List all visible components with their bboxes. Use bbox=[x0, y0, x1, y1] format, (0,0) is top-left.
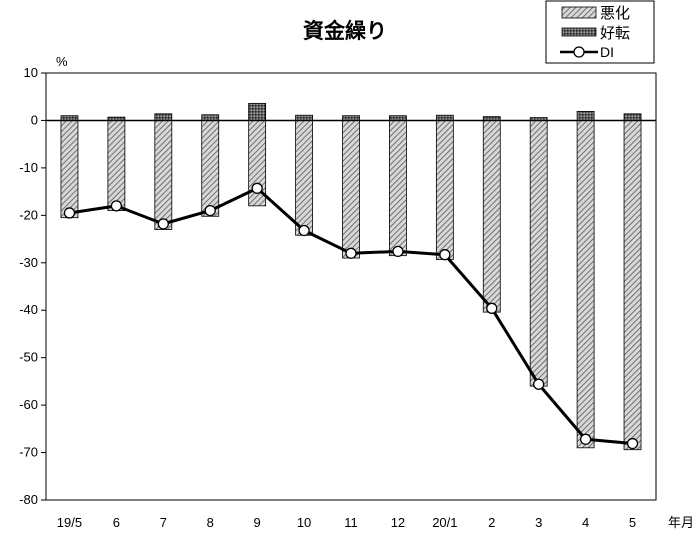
y-tick-label: -30 bbox=[19, 255, 38, 270]
di-point bbox=[298, 224, 310, 237]
chart-title: 資金繰り bbox=[303, 19, 387, 43]
di-point bbox=[204, 204, 216, 217]
bar-improve bbox=[248, 102, 267, 121]
y-tick-label: -10 bbox=[19, 160, 38, 175]
plot-area bbox=[45, 72, 657, 501]
y-tick-label: 0 bbox=[31, 112, 38, 127]
y-axis-unit: % bbox=[56, 54, 68, 69]
bar-improve bbox=[295, 114, 313, 121]
y-tick-label: 10 bbox=[24, 65, 38, 80]
di-point bbox=[63, 207, 76, 219]
x-tick-label: 20/1 bbox=[432, 515, 457, 530]
y-tick-label: -80 bbox=[19, 492, 38, 507]
bar-deteriorate bbox=[201, 120, 220, 217]
x-tick-label: 19/5 bbox=[57, 515, 82, 530]
x-tick-label: 6 bbox=[113, 515, 120, 530]
di-point bbox=[439, 249, 451, 261]
bar-deteriorate bbox=[154, 120, 173, 230]
x-axis-unit: 年月 bbox=[668, 515, 694, 530]
bar-deteriorate bbox=[623, 120, 642, 451]
bar-deteriorate bbox=[529, 120, 548, 387]
x-axis: 19/5 6 7 8 9 10 11 12 20/1 2 3 4 5 bbox=[57, 515, 636, 530]
x-tick-label: 2 bbox=[488, 515, 495, 530]
x-tick-label: 5 bbox=[629, 515, 636, 530]
bar-deteriorate bbox=[389, 120, 407, 257]
x-tick-label: 7 bbox=[160, 515, 167, 530]
y-tick-label: -60 bbox=[19, 397, 38, 412]
di-point bbox=[392, 245, 404, 258]
y-axis: 10 0 -10 -20 -30 -40 -50 -60 -70 -80 bbox=[19, 65, 46, 507]
x-tick-label: 10 bbox=[297, 515, 311, 530]
y-tick-label: -70 bbox=[19, 445, 38, 460]
y-tick-label: -20 bbox=[19, 207, 38, 222]
legend-swatch-hatch bbox=[561, 6, 597, 19]
x-tick-label: 8 bbox=[207, 515, 214, 530]
x-tick-label: 3 bbox=[535, 515, 542, 530]
legend-label-deteriorate: 悪化 bbox=[600, 5, 630, 22]
legend-label-improve: 好転 bbox=[600, 25, 630, 42]
x-tick-label: 12 bbox=[391, 515, 405, 530]
di-point bbox=[110, 200, 123, 212]
bar-deteriorate bbox=[435, 120, 454, 260]
legend: 悪化 好転 DI bbox=[545, 0, 655, 64]
x-tick-label: 9 bbox=[254, 515, 261, 530]
y-tick-label: -50 bbox=[19, 350, 38, 365]
x-tick-label: 11 bbox=[344, 515, 358, 530]
di-point bbox=[251, 182, 263, 194]
di-point bbox=[533, 378, 545, 390]
bar-improve bbox=[154, 113, 173, 121]
bar-deteriorate bbox=[576, 120, 595, 449]
bar-improve bbox=[623, 113, 642, 121]
bar-improve bbox=[201, 114, 220, 121]
legend-swatch-dense bbox=[561, 27, 597, 37]
plot-frame bbox=[45, 72, 657, 501]
bar-deteriorate bbox=[107, 120, 126, 211]
bar-deteriorate bbox=[342, 120, 360, 259]
bar-series bbox=[60, 102, 642, 451]
di-point bbox=[579, 433, 592, 445]
di-line-series bbox=[63, 182, 639, 450]
bar-deteriorate bbox=[60, 120, 79, 219]
di-point bbox=[157, 218, 169, 230]
di-point bbox=[345, 247, 357, 259]
di-point bbox=[486, 302, 498, 314]
legend-marker-di bbox=[573, 46, 585, 58]
bar-improve bbox=[576, 111, 595, 121]
y-tick-label: -40 bbox=[19, 302, 38, 317]
bar-deteriorate bbox=[482, 120, 501, 313]
legend-label-di: DI bbox=[600, 44, 614, 60]
di-point bbox=[626, 437, 639, 450]
x-tick-label: 4 bbox=[582, 515, 589, 530]
bar-deteriorate bbox=[295, 120, 313, 236]
bar-improve bbox=[435, 114, 454, 121]
